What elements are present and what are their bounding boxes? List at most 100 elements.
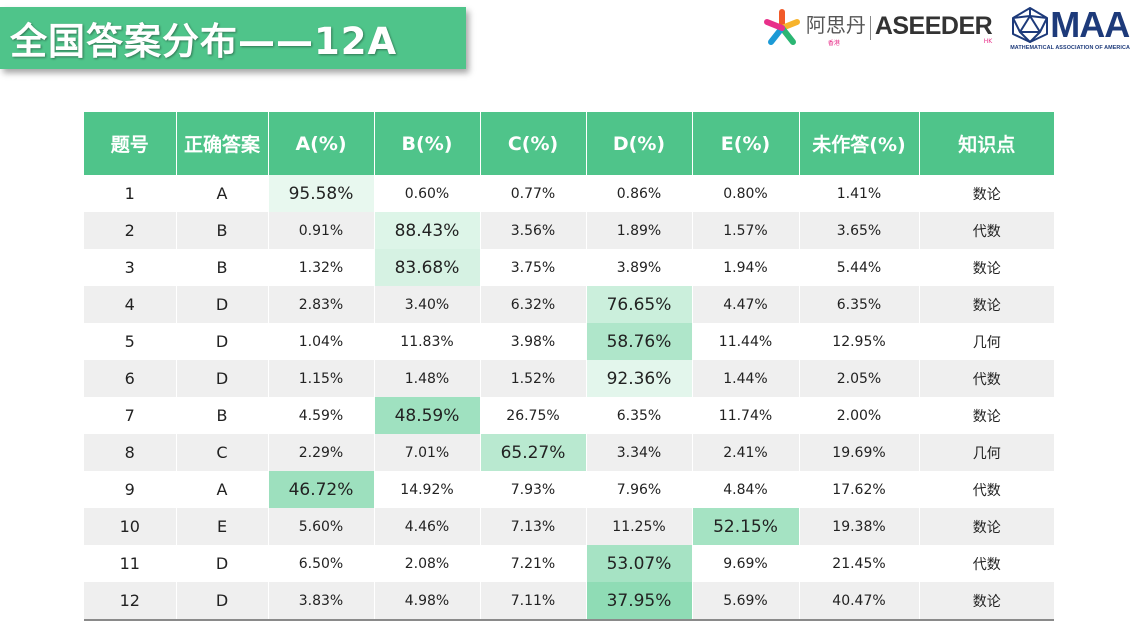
- unanswered-percent-cell: 19.69%: [799, 434, 920, 471]
- table-row: 5 D 1.04% 11.83% 3.98% 58.76% 11.44% 12.95% 几何: [84, 323, 1054, 360]
- column-header: C(%): [480, 112, 587, 175]
- topic-cell: 几何: [919, 323, 1054, 360]
- aseeder-star-icon: [763, 9, 800, 45]
- unanswered-percent-cell: 40.47%: [799, 582, 920, 621]
- correct-answer-cell: D: [176, 323, 269, 360]
- topic-cell: 数论: [919, 175, 1054, 212]
- percent-cell: 1.44%: [692, 360, 800, 397]
- correct-percent-cell: 37.95%: [586, 582, 693, 621]
- percent-cell: 7.11%: [480, 582, 587, 621]
- percent-cell: 11.25%: [586, 508, 693, 545]
- percent-cell: 2.41%: [692, 434, 800, 471]
- percent-cell: 1.52%: [480, 360, 587, 397]
- column-header: 正确答案: [176, 112, 269, 175]
- correct-answer-cell: E: [176, 508, 269, 545]
- percent-cell: 1.94%: [692, 249, 800, 286]
- percent-cell: 1.15%: [268, 360, 375, 397]
- correct-answer-cell: D: [176, 286, 269, 323]
- aseeder-sub-text: 香港: [827, 40, 840, 47]
- correct-answer-cell: B: [176, 249, 269, 286]
- logo-divider: [869, 16, 871, 40]
- percent-cell: 2.83%: [268, 286, 375, 323]
- percent-cell: 0.60%: [374, 175, 481, 212]
- topic-cell: 代数: [919, 360, 1054, 397]
- question-number-cell: 12: [84, 582, 177, 621]
- correct-answer-cell: B: [176, 397, 269, 434]
- percent-cell: 7.93%: [480, 471, 587, 508]
- correct-percent-cell: 53.07%: [586, 545, 693, 582]
- percent-cell: 11.83%: [374, 323, 481, 360]
- question-number-cell: 8: [84, 434, 177, 471]
- column-header: 未作答(%): [799, 112, 920, 175]
- percent-cell: 4.46%: [374, 508, 481, 545]
- unanswered-percent-cell: 2.00%: [799, 397, 920, 434]
- percent-cell: 1.89%: [586, 212, 693, 249]
- topic-cell: 代数: [919, 545, 1054, 582]
- title-banner: 全国答案分布——12A: [0, 7, 466, 69]
- unanswered-percent-cell: 2.05%: [799, 360, 920, 397]
- maa-icosahedron-icon: [1012, 6, 1049, 43]
- topic-cell: 数论: [919, 582, 1054, 621]
- answer-distribution-table: 题号 正确答案 A(%) B(%) C(%) D(%) E(%) 未作答(%) 知识点 1 A 95…: [84, 112, 1054, 621]
- table-row: 3 B 1.32% 83.68% 3.75% 3.89% 1.94% 5.44% 数论: [84, 249, 1054, 286]
- percent-cell: 0.80%: [692, 175, 800, 212]
- table-row: 7 B 4.59% 48.59% 26.75% 6.35% 11.74% 2.00% 数论: [84, 397, 1054, 434]
- percent-cell: 6.50%: [268, 545, 375, 582]
- correct-percent-cell: 83.68%: [374, 249, 481, 286]
- percent-cell: 6.32%: [480, 286, 587, 323]
- question-number-cell: 2: [84, 212, 177, 249]
- percent-cell: 7.96%: [586, 471, 693, 508]
- topic-cell: 几何: [919, 434, 1054, 471]
- maa-logo: MAA MATHEMATICAL ASSOCIATION OF AMERICA: [1010, 6, 1130, 51]
- correct-percent-cell: 76.65%: [586, 286, 693, 323]
- column-header: 知识点: [919, 112, 1054, 175]
- question-number-cell: 6: [84, 360, 177, 397]
- percent-cell: 0.86%: [586, 175, 693, 212]
- table-row: 10 E 5.60% 4.46% 7.13% 11.25% 52.15% 19.38% 数论: [84, 508, 1054, 545]
- column-header: A(%): [268, 112, 375, 175]
- column-header: B(%): [374, 112, 481, 175]
- unanswered-percent-cell: 12.95%: [799, 323, 920, 360]
- correct-percent-cell: 48.59%: [374, 397, 481, 434]
- unanswered-percent-cell: 3.65%: [799, 212, 920, 249]
- percent-cell: 4.84%: [692, 471, 800, 508]
- question-number-cell: 11: [84, 545, 177, 582]
- table-row: 2 B 0.91% 88.43% 3.56% 1.89% 1.57% 3.65% 代数: [84, 212, 1054, 249]
- aseeder-hk-text: HK: [983, 37, 993, 45]
- correct-percent-cell: 92.36%: [586, 360, 693, 397]
- question-number-cell: 4: [84, 286, 177, 323]
- question-number-cell: 3: [84, 249, 177, 286]
- question-number-cell: 10: [84, 508, 177, 545]
- percent-cell: 9.69%: [692, 545, 800, 582]
- correct-percent-cell: 88.43%: [374, 212, 481, 249]
- percent-cell: 3.83%: [268, 582, 375, 621]
- table-row: 6 D 1.15% 1.48% 1.52% 92.36% 1.44% 2.05% 代数: [84, 360, 1054, 397]
- question-number-cell: 9: [84, 471, 177, 508]
- topic-cell: 代数: [919, 212, 1054, 249]
- percent-cell: 3.98%: [480, 323, 587, 360]
- percent-cell: 11.44%: [692, 323, 800, 360]
- question-number-cell: 7: [84, 397, 177, 434]
- table-row: 8 C 2.29% 7.01% 65.27% 3.34% 2.41% 19.69% 几何: [84, 434, 1054, 471]
- correct-percent-cell: 58.76%: [586, 323, 693, 360]
- correct-percent-cell: 46.72%: [268, 471, 375, 508]
- table-row: 9 A 46.72% 14.92% 7.93% 7.96% 4.84% 17.62% 代数: [84, 471, 1054, 508]
- percent-cell: 5.69%: [692, 582, 800, 621]
- unanswered-percent-cell: 17.62%: [799, 471, 920, 508]
- percent-cell: 1.57%: [692, 212, 800, 249]
- percent-cell: 7.01%: [374, 434, 481, 471]
- percent-cell: 1.48%: [374, 360, 481, 397]
- percent-cell: 11.74%: [692, 397, 800, 434]
- percent-cell: 0.91%: [268, 212, 375, 249]
- percent-cell: 3.89%: [586, 249, 693, 286]
- percent-cell: 0.77%: [480, 175, 587, 212]
- topic-cell: 数论: [919, 397, 1054, 434]
- topic-cell: 数论: [919, 286, 1054, 323]
- percent-cell: 3.75%: [480, 249, 587, 286]
- maa-subtitle: MATHEMATICAL ASSOCIATION OF AMERICA: [1010, 44, 1130, 51]
- table-body: 1 A 95.58% 0.60% 0.77% 0.86% 0.80% 1.41% 数论 2 B 0.9…: [84, 175, 1054, 621]
- percent-cell: 4.59%: [268, 397, 375, 434]
- column-header: D(%): [586, 112, 693, 175]
- aseeder-logo: 阿思丹 香港 ASEEDER HK: [762, 8, 993, 48]
- page-title: 全国答案分布——12A: [10, 20, 398, 63]
